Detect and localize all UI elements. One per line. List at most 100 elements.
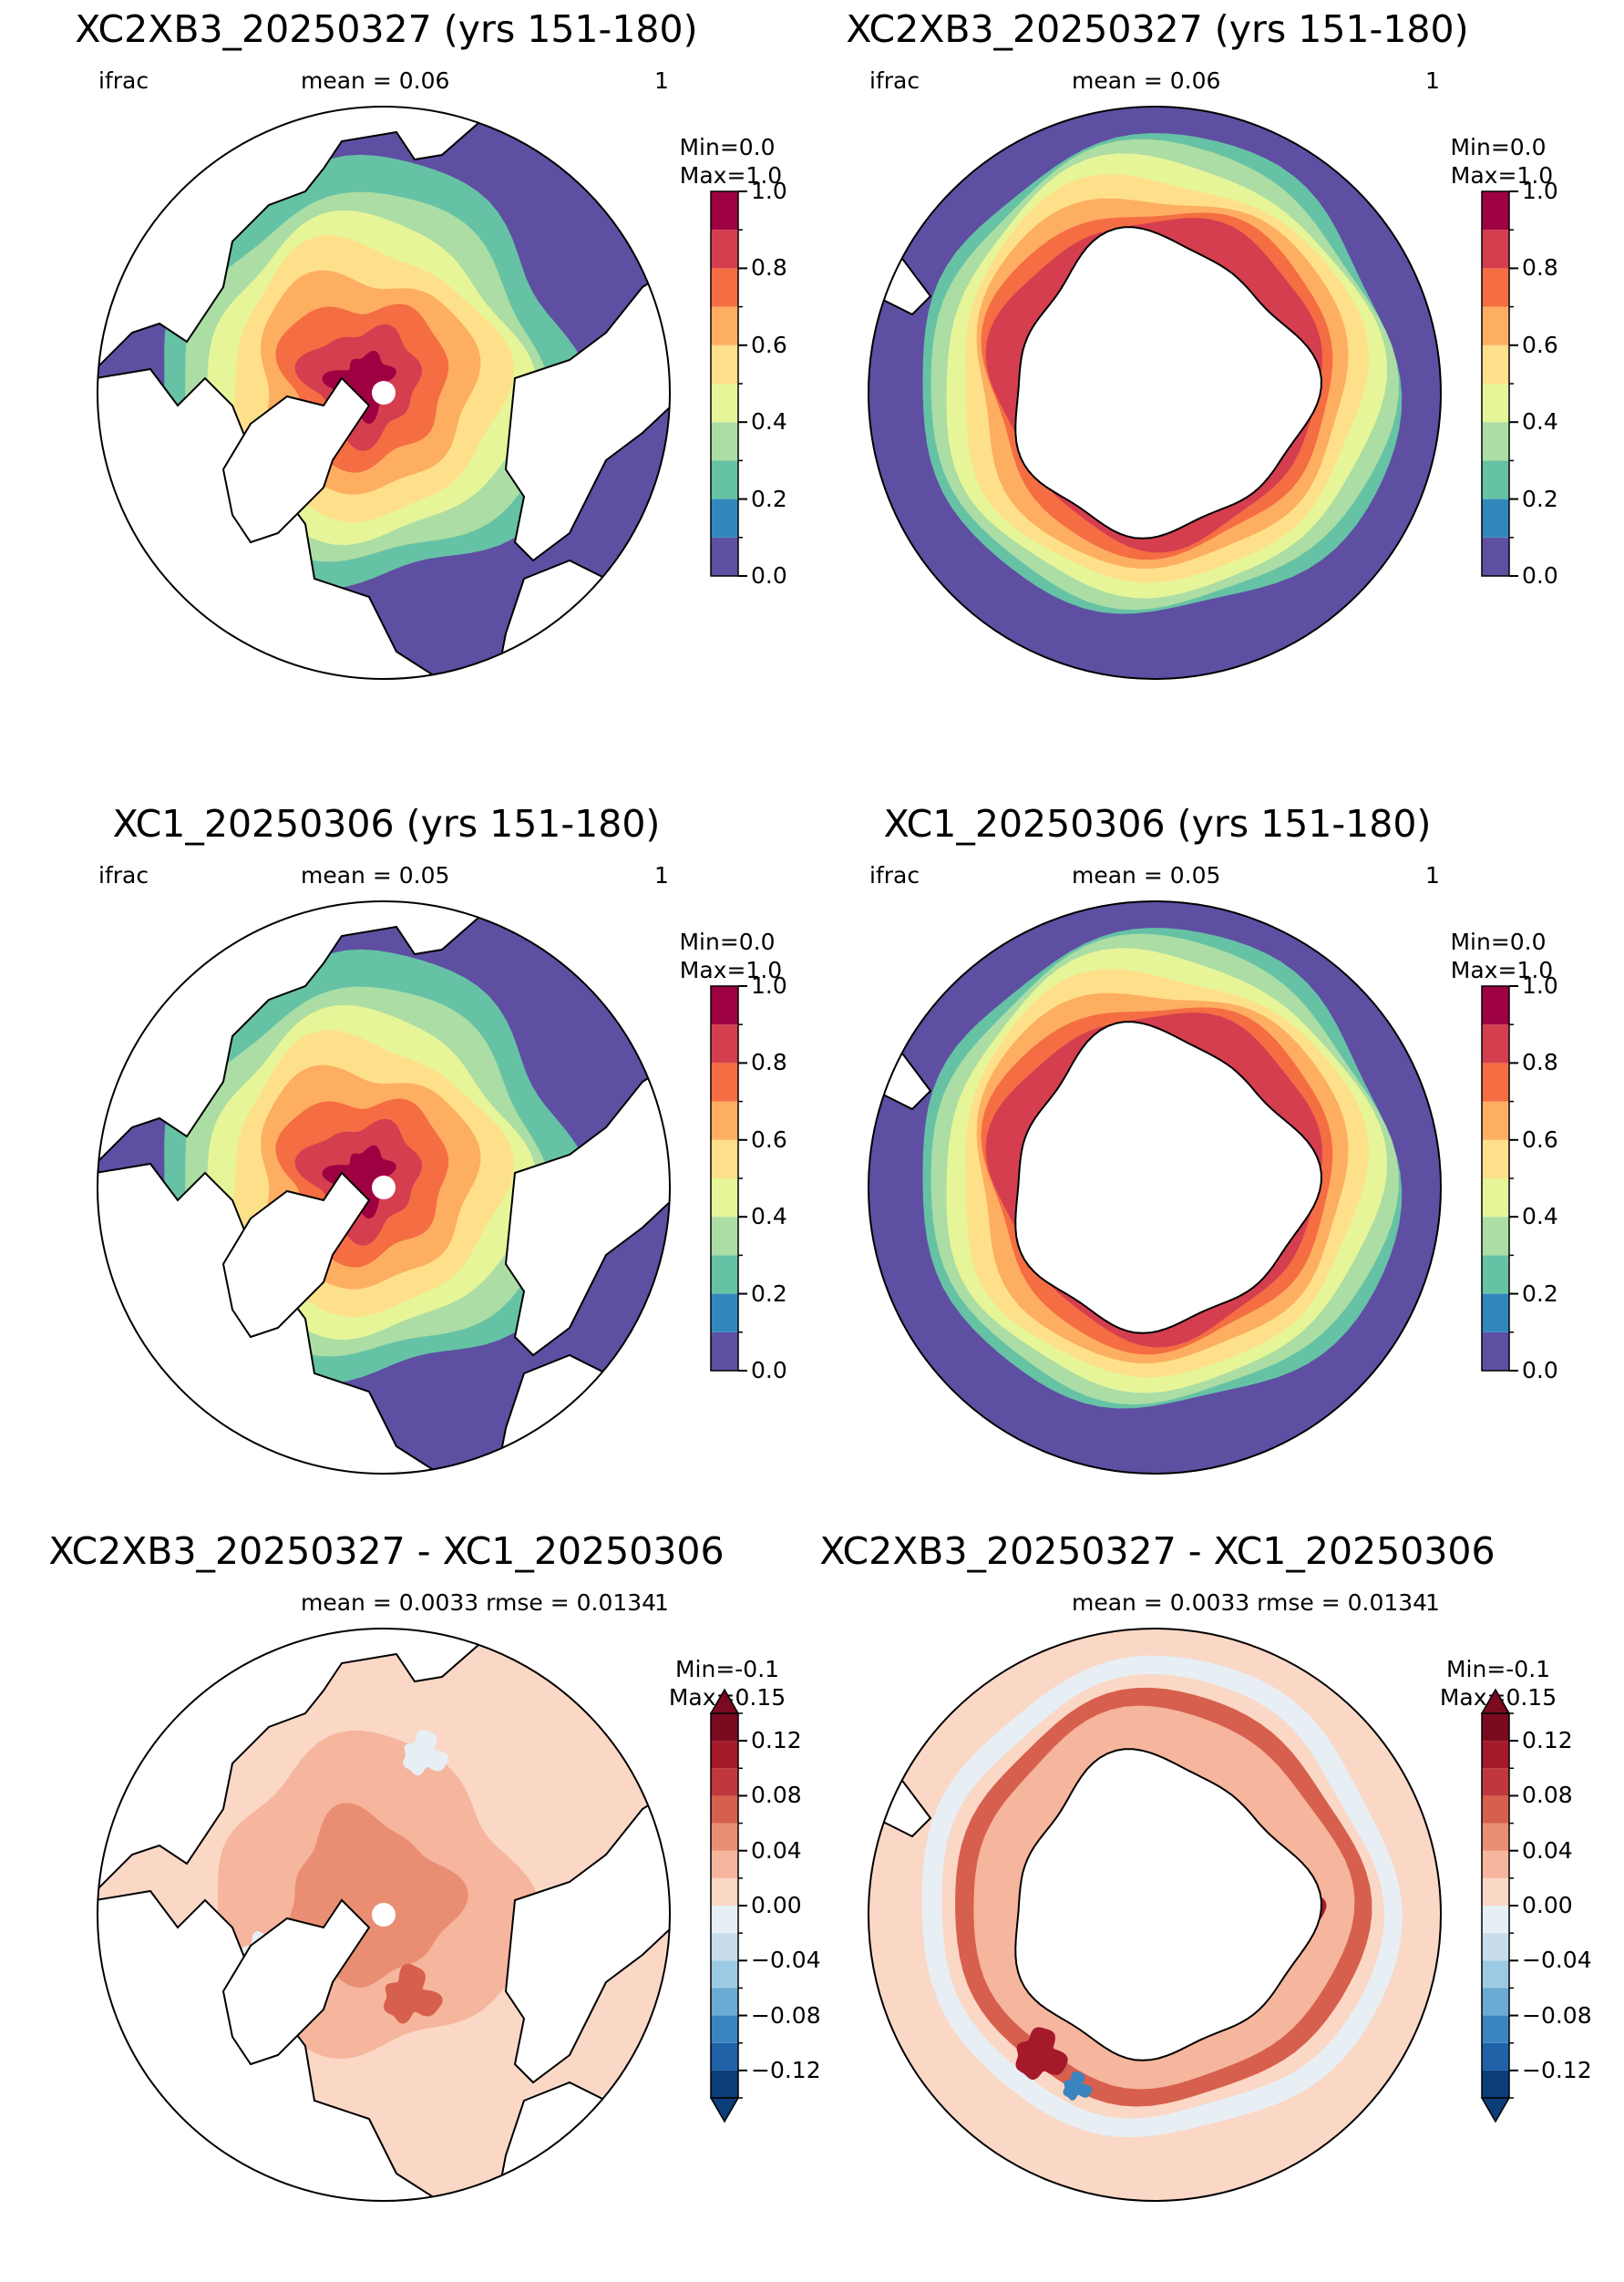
variable-label: ifrac (98, 862, 149, 889)
antarctic-map (868, 1628, 1442, 2202)
stats-label: mean = 0.06 (301, 67, 450, 94)
colorbar-segment (1482, 2070, 1509, 2098)
colorbar-segment (711, 306, 738, 345)
colorbar-segment (711, 1906, 738, 1934)
colorbar-segment (711, 230, 738, 269)
colorbar-segment (1482, 1101, 1509, 1140)
colorbar-tick-label: 0.2 (751, 485, 787, 512)
colorbar-segment (1482, 268, 1509, 307)
colorbar-segment (1482, 1960, 1509, 1989)
colorbar-segment (711, 1795, 738, 1824)
panel-title: XC2XB3_20250327 - XC1_20250306 (819, 1529, 1496, 1573)
colorbar-segment (1482, 2015, 1509, 2043)
colorbar-segment (1482, 1331, 1509, 1371)
colorbar-segment (1482, 1795, 1509, 1824)
colorbar-segment (1482, 1850, 1509, 1878)
colorbar-segment (711, 1178, 738, 1218)
colorbar-tick-label: 1.0 (1522, 972, 1558, 999)
colorbar-tick-label: 1.0 (751, 178, 787, 204)
stats-label: mean = 0.0033 rmse = 0.0134 (1072, 1589, 1428, 1616)
panel-title: XC2XB3_20250327 (yrs 151-180) (846, 7, 1469, 51)
colorbar-segment (1482, 1139, 1509, 1178)
map-boundary (868, 106, 1442, 680)
colorbar-tick-label: 0.8 (751, 1049, 787, 1076)
colorbar (1481, 190, 1518, 577)
colorbar-segment (711, 268, 738, 307)
colorbar-tick-label: −0.12 (1522, 2056, 1592, 2083)
colorbar-tick-label: 0.6 (751, 1126, 787, 1153)
colorbar-tick-label: 0.2 (751, 1280, 787, 1307)
colorbar-segment (711, 1024, 738, 1064)
colorbar-tick-label: 0.8 (751, 254, 787, 282)
colorbar-segment (711, 2042, 738, 2071)
min-max-label: Min=0.0 Max=1.0 (679, 134, 783, 189)
colorbar-tick-label: 0.4 (1522, 408, 1558, 436)
colorbar-segment (1482, 2042, 1509, 2071)
colorbar (1481, 985, 1518, 1372)
colorbar-segment (711, 537, 738, 576)
colorbar-segment (711, 1741, 738, 1769)
colorbar-tick-label: 0.6 (1522, 331, 1558, 358)
colorbar-extend-max (709, 1688, 740, 1714)
colorbar-segment (1482, 1877, 1509, 1906)
colorbar-segment (711, 384, 738, 423)
stats-label: mean = 0.05 (301, 862, 450, 889)
colorbar-tick-label: 0.6 (1522, 1126, 1558, 1153)
colorbar-tick-label: 0.0 (751, 562, 787, 589)
colorbar-segment (1482, 1255, 1509, 1294)
colorbar-segment (711, 344, 738, 384)
colorbar-segment (1482, 986, 1509, 1025)
colorbar-tick-label: 0.4 (1522, 1203, 1558, 1230)
colorbar-segment (1482, 306, 1509, 345)
colorbar-segment (1482, 1906, 1509, 1934)
colorbar-tick-label: 0.8 (1522, 254, 1558, 282)
colorbar-tick-label: 0.00 (751, 1892, 802, 1918)
colorbar (709, 1688, 747, 2123)
units-label: 1 (654, 1589, 669, 1616)
colorbar-segment (1482, 230, 1509, 269)
arctic-map (97, 106, 671, 680)
colorbar-segment (711, 986, 738, 1025)
colorbar-segment (711, 460, 738, 499)
colorbar-segment (1482, 1024, 1509, 1064)
colorbar-segment (1482, 460, 1509, 499)
colorbar-segment (711, 1293, 738, 1332)
colorbar-tick-label: 0.12 (1522, 1727, 1573, 1754)
panel-arctic-diff: XC2XB3_20250327 - XC1_20250306 mean = 0.0… (0, 1522, 821, 2282)
colorbar-tick-label: 0.2 (1522, 485, 1558, 512)
colorbar-segment (1482, 1933, 1509, 1961)
colorbar-tick-label: 1.0 (1522, 178, 1558, 204)
map-boundary (97, 1628, 671, 2202)
colorbar (710, 985, 747, 1372)
colorbar-segment (711, 422, 738, 461)
colorbar-segment (1482, 1988, 1509, 2016)
map-boundary (97, 900, 671, 1475)
colorbar-segment (711, 1768, 738, 1796)
map-boundary (868, 1628, 1442, 2202)
colorbar-segment (711, 1063, 738, 1102)
colorbar-tick-label: 0.0 (1522, 1357, 1558, 1383)
colorbar-tick-label: −0.04 (751, 1947, 821, 1974)
units-label: 1 (1425, 862, 1440, 889)
colorbar-segment (1482, 384, 1509, 423)
stats-label: mean = 0.05 (1072, 862, 1221, 889)
colorbar-tick-label: 0.08 (1522, 1782, 1573, 1809)
panel-arctic-2: XC1_20250306 (yrs 151-180) ifrac mean = 0.… (0, 795, 812, 1555)
colorbar (710, 190, 747, 577)
colorbar-tick-label: 0.4 (751, 1203, 787, 1230)
colorbar-segment (1482, 537, 1509, 576)
panel-title: XC2XB3_20250327 - XC1_20250306 (48, 1529, 725, 1573)
colorbar-segment (711, 1255, 738, 1294)
colorbar-tick-label: 0.00 (1522, 1892, 1573, 1918)
min-max-label: Min=0.0 Max=1.0 (1450, 134, 1554, 189)
antarctic-map (868, 106, 1442, 680)
colorbar-segment (711, 2070, 738, 2098)
panel-arctic-1: XC2XB3_20250327 (yrs 151-180) ifrac mean =… (0, 0, 812, 760)
colorbar-segment (711, 1331, 738, 1371)
colorbar-segment (711, 1850, 738, 1878)
colorbar-segment (711, 1139, 738, 1178)
colorbar-segment (711, 1713, 738, 1742)
colorbar-segment (1482, 422, 1509, 461)
map-boundary (868, 900, 1442, 1475)
